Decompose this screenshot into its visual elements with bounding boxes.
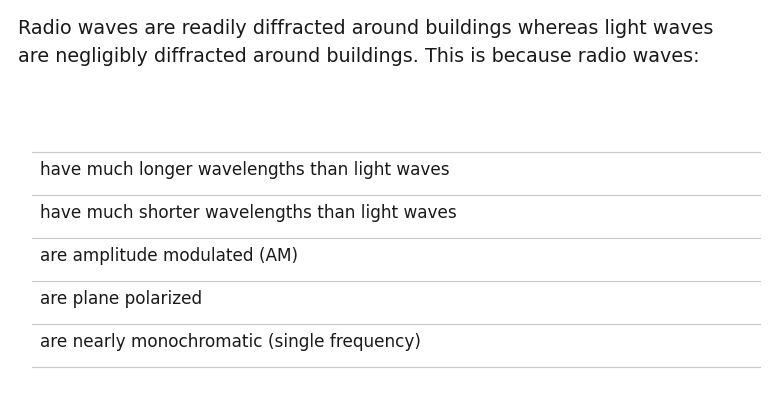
Text: have much shorter wavelengths than light waves: have much shorter wavelengths than light… [40, 204, 457, 222]
Text: are nearly monochromatic (single frequency): are nearly monochromatic (single frequen… [40, 333, 421, 351]
Text: are plane polarized: are plane polarized [40, 290, 202, 308]
Text: Radio waves are readily diffracted around buildings whereas light waves
are negl: Radio waves are readily diffracted aroun… [18, 19, 713, 66]
Text: have much longer wavelengths than light waves: have much longer wavelengths than light … [40, 161, 450, 179]
Text: are amplitude modulated (AM): are amplitude modulated (AM) [40, 247, 298, 265]
